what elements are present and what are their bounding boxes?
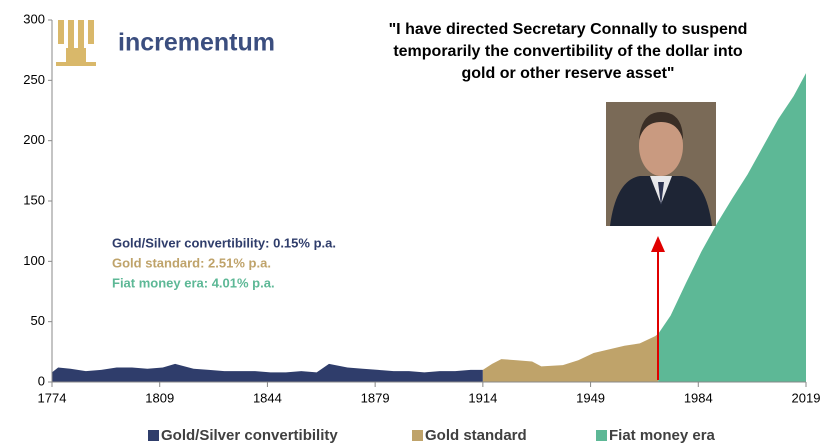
- logo-text: incrementum: [118, 29, 275, 57]
- annotation: Gold standard: 2.51% p.a.: [112, 255, 271, 270]
- x-tick-label: 1914: [468, 390, 497, 405]
- x-tick-label: 1774: [38, 390, 67, 405]
- legend-label: Gold/Silver convertibility: [161, 427, 338, 444]
- arrow-head: [651, 236, 665, 252]
- y-tick-label: 200: [23, 132, 45, 147]
- y-tick-label: 150: [23, 192, 45, 207]
- y-tick-label: 50: [31, 313, 45, 328]
- quote-line: temporarily the convertibility of the do…: [393, 43, 743, 60]
- y-tick-label: 250: [23, 72, 45, 87]
- legend-swatch: [148, 430, 159, 441]
- y-tick-label: 0: [38, 373, 45, 388]
- legend-label: Fiat money era: [609, 427, 716, 444]
- annotation: Gold/Silver convertibility: 0.15% p.a.: [112, 235, 336, 250]
- x-tick-label: 2019: [792, 390, 821, 405]
- x-tick-label: 1844: [253, 390, 282, 405]
- x-tick-label: 1949: [576, 390, 605, 405]
- legend-swatch: [596, 430, 607, 441]
- y-tick-label: 300: [23, 11, 45, 26]
- x-tick-label: 1984: [684, 390, 713, 405]
- x-tick-label: 1809: [145, 390, 174, 405]
- y-tick-label: 100: [23, 253, 45, 268]
- logo-icon: [56, 20, 96, 66]
- x-tick-label: 1879: [361, 390, 390, 405]
- legend-label: Gold standard: [425, 427, 527, 444]
- annotation: Fiat money era: 4.01% p.a.: [112, 275, 275, 290]
- area: [482, 333, 659, 382]
- quote-line: "I have directed Secretary Connally to s…: [389, 21, 748, 38]
- area: [658, 73, 806, 383]
- quote-line: gold or other reserve asset": [462, 65, 675, 82]
- area: [52, 363, 483, 382]
- portrait: [606, 102, 716, 226]
- legend-swatch: [412, 430, 423, 441]
